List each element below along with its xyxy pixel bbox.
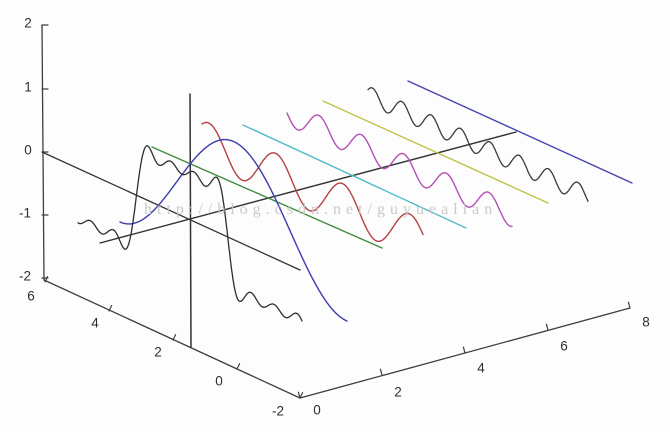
depth-zero-line: [41, 151, 301, 271]
depth-axis-tick-label-0: 0: [215, 374, 223, 389]
x-axis-tick-4: [462, 346, 466, 354]
x-axis-tick-label-6: 6: [560, 339, 568, 354]
z-axis-tick-label-2: 2: [24, 16, 32, 31]
x-axis-tick-label-4: 4: [477, 361, 485, 376]
series-harmonic-8-zero-line: [407, 80, 633, 184]
x-axis-tick-0: [297, 391, 301, 399]
depth-axis-tick-0: [236, 363, 241, 370]
series-harmonic-7-sine: [367, 87, 589, 202]
depth-axis-tick-label-2: 2: [154, 345, 162, 360]
depth-axis-tick-2: [172, 334, 177, 341]
x-axis-tick-2: [379, 368, 383, 376]
x-axis-tick-label-0: 0: [313, 403, 321, 418]
series-harmonic-6-zero-line: [322, 100, 549, 204]
vertical-marker-line: [189, 93, 192, 348]
series-harmonic-1-sine: [119, 138, 348, 322]
depth-axis-tick-6: [44, 276, 49, 283]
depth-axis-tick-4: [108, 305, 113, 312]
series-harmonic-5-sine: [286, 112, 513, 228]
x-axis-tick-6: [545, 323, 549, 331]
z-axis-tick-label--1: -1: [19, 206, 31, 221]
z-axis-tick-label-0: 0: [24, 143, 32, 158]
depth-axis-tick-label-6: 6: [27, 289, 35, 304]
depth-axis-tick-label-4: 4: [91, 316, 99, 331]
z-axis-tick-label--2: -2: [19, 269, 31, 284]
x-axis-tick-label-8: 8: [642, 315, 650, 330]
series-harmonic-3-sine: [201, 121, 424, 243]
z-axis-tick-label-1: 1: [24, 80, 32, 95]
depth-axis-tick--2: [299, 392, 304, 399]
series-harmonic-2-zero-line: [151, 146, 383, 249]
series-harmonic-4-zero-line: [242, 124, 467, 229]
series-sum-square-wave: [77, 145, 303, 322]
depth-axis-tick-label--2: -2: [272, 404, 284, 419]
x-axis-tick-8: [627, 301, 631, 309]
diagonal-axis-line: [99, 131, 517, 244]
x-axis-tick-label-2: 2: [394, 385, 402, 400]
depth-axis-line: [43, 279, 301, 399]
